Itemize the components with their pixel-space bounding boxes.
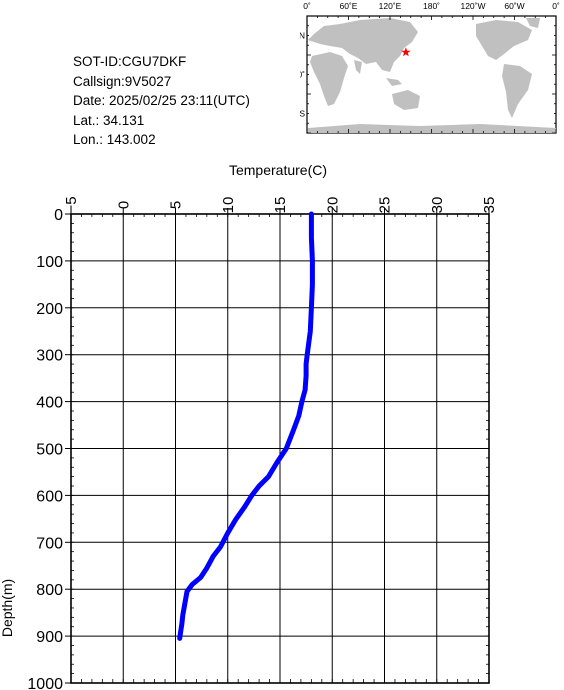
chart-grid xyxy=(71,214,489,683)
y-tick-label: 800 xyxy=(36,582,63,599)
australia-landmass xyxy=(392,90,420,110)
map-longitude-label: 180˚ xyxy=(423,1,440,11)
y-tick-labels: 0 100 200 300 400 500 600 700 800 900 1000 xyxy=(27,207,63,690)
map-longitude-label: 60˚W xyxy=(504,1,524,11)
latitude-label: Lat.: 34.131 xyxy=(73,112,145,128)
x-tick-label: 15 xyxy=(272,197,289,214)
y-axis-title: Depth(m) xyxy=(0,579,15,637)
temperature-profile-line xyxy=(177,211,315,641)
x-tick-label: 20 xyxy=(324,197,341,214)
y-tick-label: 200 xyxy=(36,301,63,318)
map-left-labels: 60˚N 0˚ 60˚S xyxy=(300,31,305,119)
map-ticks xyxy=(306,15,557,134)
y-tick-label: 500 xyxy=(36,442,63,459)
x-tick-label: 35 xyxy=(481,197,498,214)
map-longitude-label: 120˚E xyxy=(379,1,402,11)
x-tick-labels: −5 0 5 10 15 20 25 30 35 xyxy=(63,196,498,213)
y-tick-label: 400 xyxy=(36,395,63,412)
x-axis-title: Temperature(C) xyxy=(229,162,327,178)
africa-landmass xyxy=(310,52,348,106)
map-longitude-label: 60˚E xyxy=(340,1,358,11)
sot-id-label: SOT-ID:CGU7DKF xyxy=(73,54,187,69)
north-america-landmass xyxy=(476,20,532,60)
y-tick-label: 600 xyxy=(36,488,63,505)
y-tick-label: 100 xyxy=(36,254,63,271)
x-tick-label: 30 xyxy=(429,197,446,214)
profile-info: SOT-ID:CGU7DKF Callsign:9V5027 Date: 202… xyxy=(73,52,250,150)
south-america-landmass xyxy=(502,64,532,118)
indonesia-landmass xyxy=(386,78,402,86)
x-tick-label: −5 xyxy=(63,196,80,213)
temperature-depth-chart: Temperature(C) −5 0 5 10 15 20 25 30 35 01002003… xyxy=(0,162,498,690)
map-land xyxy=(308,18,556,133)
map-latitude-label: 60˚S xyxy=(300,109,305,119)
y-tick-label: 1000 xyxy=(27,676,63,690)
longitude-label: Lon.: 143.002 xyxy=(73,132,156,147)
x-tick-label: 5 xyxy=(168,201,185,209)
map-longitude-label: 0˚ xyxy=(303,1,311,11)
eurasia-landmass xyxy=(308,18,418,72)
position-marker xyxy=(401,47,411,57)
map-latitude-label: 0˚ xyxy=(300,70,305,80)
x-tick-label: 0 xyxy=(115,201,132,209)
greenland-landmass xyxy=(526,18,540,28)
x-tick-label: 10 xyxy=(220,197,237,214)
map-top-labels: 0˚ 60˚E 120˚E 180˚ 120˚W 60˚W 0˚ xyxy=(303,1,560,11)
india-landmass xyxy=(354,60,362,74)
x-tick-label: 25 xyxy=(377,197,394,214)
callsign-label: Callsign:9V5027 xyxy=(73,73,172,89)
map-longitude-label: 0˚ xyxy=(552,1,560,11)
date-label: Date: 2025/02/25 23:11(UTC) xyxy=(73,93,250,108)
japan-landmass xyxy=(400,44,404,52)
antarctica-landmass xyxy=(308,124,556,133)
location-map: 0˚ 60˚E 120˚E 180˚ 120˚W 60˚W 0˚ 60˚N 0˚ 60˚S xyxy=(300,1,560,134)
y-tick-label: 700 xyxy=(36,535,63,552)
map-latitude-label: 60˚N xyxy=(300,31,305,41)
y-tick-label: 300 xyxy=(36,348,63,365)
map-longitude-label: 120˚W xyxy=(460,1,485,11)
y-tick-label: 0 xyxy=(54,207,63,224)
y-tick-label: 900 xyxy=(36,629,63,646)
minor-ticks xyxy=(65,208,490,684)
